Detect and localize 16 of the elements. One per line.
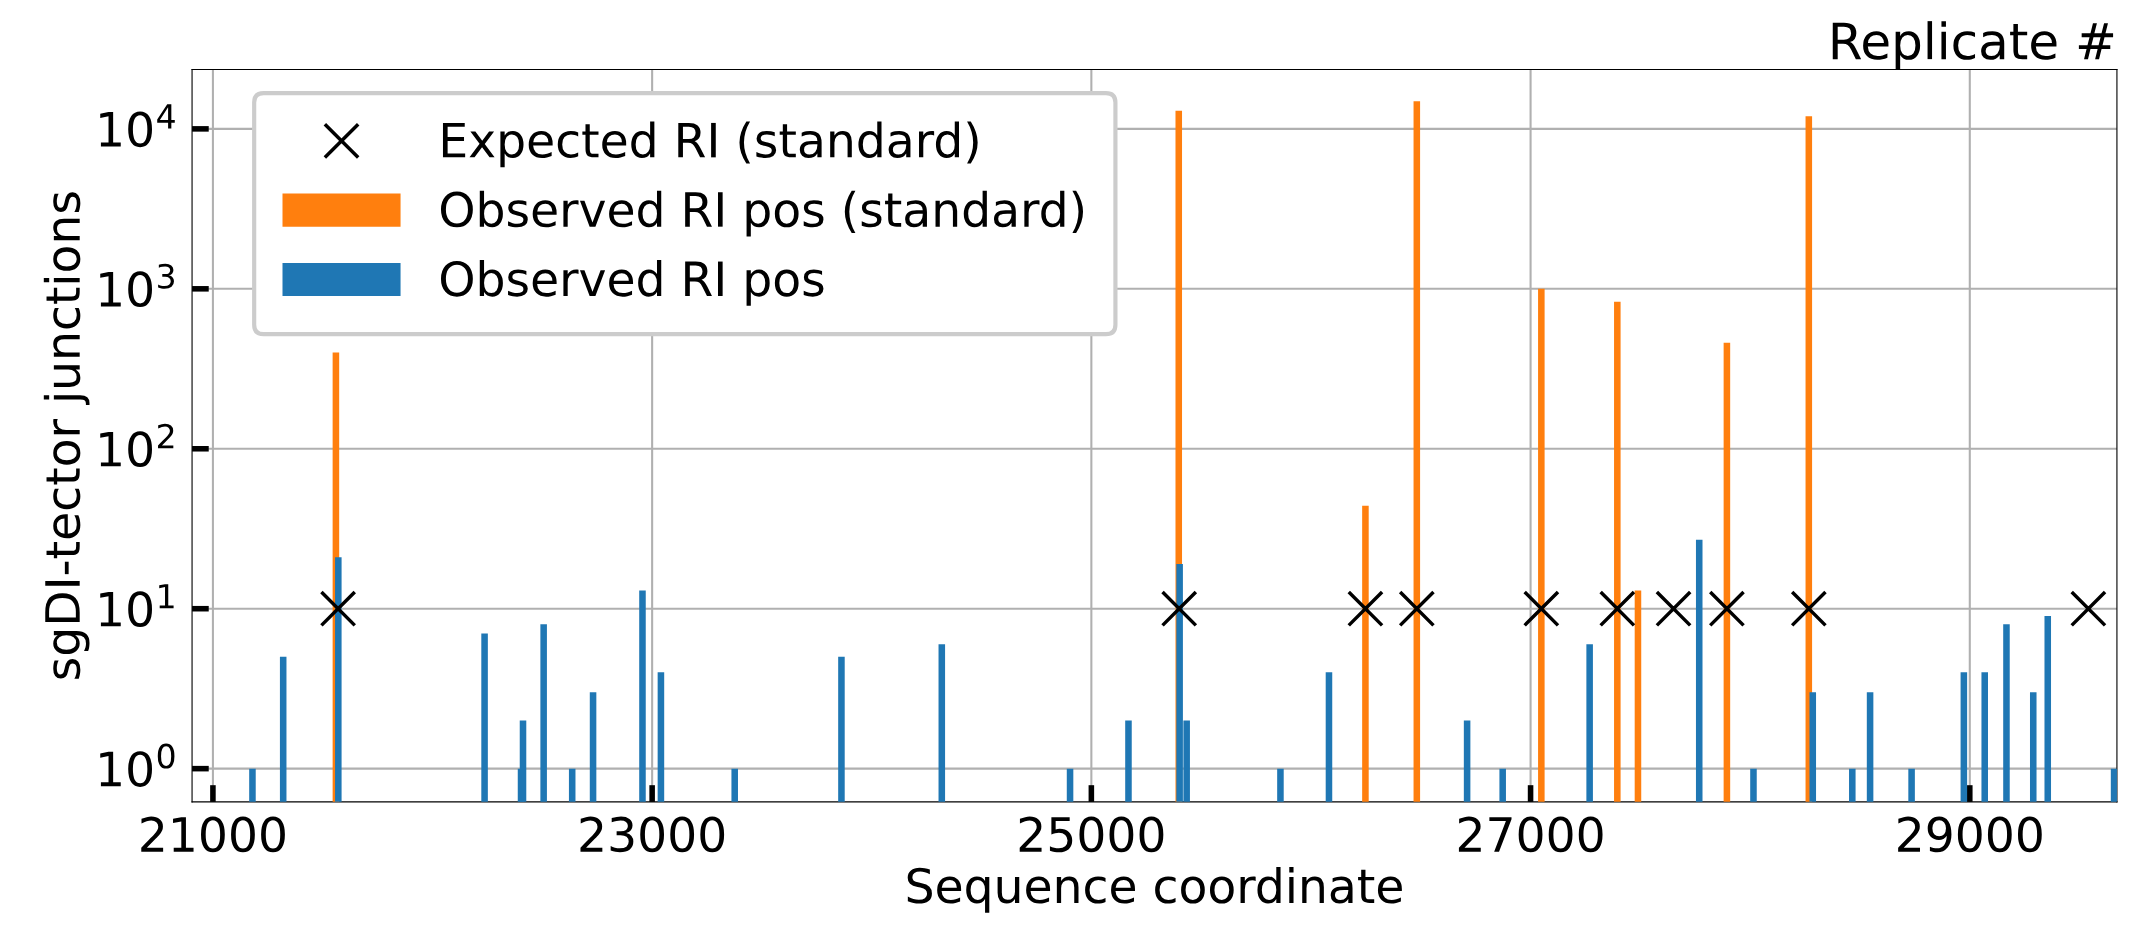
y-tick-label: 10$^{4}$ <box>100 104 175 148</box>
x-axis-title: Sequence coordinate <box>907 867 1402 913</box>
x-tick-label: 25000 <box>1019 816 1164 853</box>
y-tick-label: 10$^{2}$ <box>100 423 174 468</box>
y-tick-label: 10$^{1}$ <box>100 584 174 627</box>
chart-title: Replicate # <box>1832 21 2114 70</box>
legend-label: Observed RI pos (standard) <box>440 190 1084 237</box>
y-tick-label: 10$^{3}$ <box>100 263 174 308</box>
y-axis-title: sgDI-tector junctions <box>43 192 90 679</box>
x-tick-label: 29000 <box>1898 816 2042 853</box>
x-tick-label: 21000 <box>141 816 285 853</box>
legend-label: Observed RI pos <box>440 260 824 306</box>
y-tick-label: 10$^{0}$ <box>100 743 175 787</box>
x-tick-label: 27000 <box>1458 816 1603 853</box>
legend-label: Expected RI (standard) <box>442 121 978 168</box>
x-tick-label: 23000 <box>580 816 725 853</box>
